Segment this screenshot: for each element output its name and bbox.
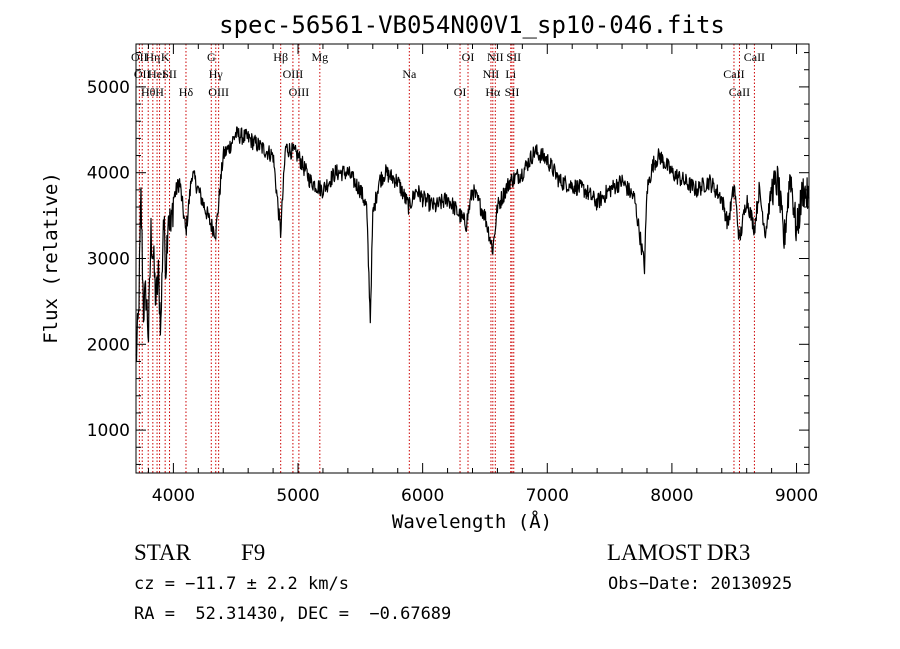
x-tick-label-3: 7000 <box>526 486 569 506</box>
coordinates: RA = 52.31430, DEC = −0.67689 <box>134 604 452 624</box>
line-label-21: NII <box>487 50 504 64</box>
line-label-27: CaII <box>744 50 765 64</box>
chart-title: spec-56561-VB054N00V1_sp10-046.fits <box>219 11 725 39</box>
axis-tick-labels: 4000 5000 6000 7000 8000 9000 1000 2000 3000 4000… <box>87 78 818 506</box>
flux-series-line <box>135 126 810 363</box>
x-tick-label-5: 9000 <box>775 486 818 506</box>
line-markers <box>138 44 755 473</box>
line-label-11: OIII <box>208 85 229 99</box>
line-label-17: OI <box>454 85 467 99</box>
line-label-24: SII <box>506 50 521 64</box>
line-label-4: HeI <box>148 67 166 81</box>
y-tick-label-1: 2000 <box>87 335 130 355</box>
line-labels: OIIOIIHθHηHeIHKSIIHδGHγOIIIHβOIIIOIIIMgN… <box>131 50 765 99</box>
line-label-2: Hθ <box>141 85 156 99</box>
survey-name: LAMOST DR3 <box>607 540 751 565</box>
y-axis-label: Flux (relative) <box>40 172 62 344</box>
line-label-20: Hα <box>485 85 501 99</box>
line-label-1: OII <box>134 67 151 81</box>
line-label-26: CaII <box>729 85 750 99</box>
axis-ticks <box>136 44 809 473</box>
x-tick-label-2: 6000 <box>401 486 444 506</box>
y-tick-label-2: 3000 <box>87 250 130 270</box>
x-tick-label-0: 4000 <box>152 486 195 506</box>
line-label-25: CaII <box>723 67 744 81</box>
line-label-19: NII <box>483 67 500 81</box>
y-tick-label-0: 1000 <box>87 421 130 441</box>
line-label-22: Li <box>505 67 516 81</box>
y-tick-label-4: 5000 <box>87 78 130 98</box>
redshift-velocity: cz = −11.7 ± 2.2 km/s <box>134 574 349 594</box>
line-label-23: SII <box>505 85 520 99</box>
line-label-5: H <box>155 85 164 99</box>
object-subclass: F9 <box>241 540 266 565</box>
x-axis-label: Wavelength (Å) <box>392 510 552 533</box>
x-tick-label-1: 5000 <box>276 486 319 506</box>
line-label-10: Hγ <box>209 67 224 81</box>
line-label-14: OIII <box>289 85 310 99</box>
line-label-6: K <box>161 50 170 64</box>
observation-date: Obs−Date: 20130925 <box>608 574 793 594</box>
line-label-15: Mg <box>311 50 328 64</box>
line-label-18: OI <box>462 50 475 64</box>
line-label-0: OII <box>131 50 148 64</box>
line-label-8: Hδ <box>179 85 194 99</box>
line-label-7: SII <box>162 67 177 81</box>
line-label-9: G <box>207 50 216 64</box>
y-tick-label-3: 4000 <box>87 164 130 184</box>
line-label-16: Na <box>402 67 417 81</box>
line-label-13: OIII <box>283 67 304 81</box>
plot-frame <box>135 43 810 474</box>
object-class: STAR <box>134 540 191 565</box>
line-label-12: Hβ <box>273 50 288 64</box>
line-label-3: Hη <box>145 50 160 64</box>
x-tick-label-4: 8000 <box>650 486 693 506</box>
